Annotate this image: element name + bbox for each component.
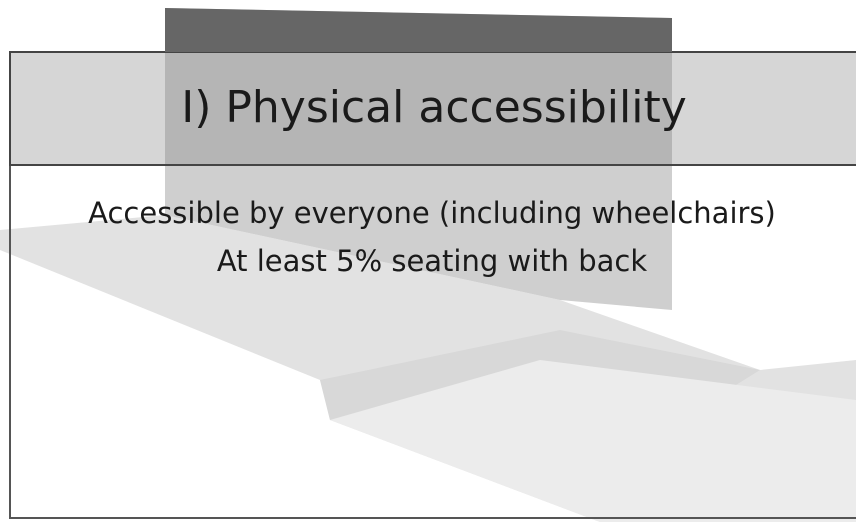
wall-overlay (165, 53, 672, 164)
platform-shape (330, 360, 856, 522)
body-line: At least 5% seating with back (217, 244, 648, 278)
wall-top (165, 8, 672, 52)
body-line: Accessible by everyone (including wheelc… (88, 196, 776, 230)
header-title: I) Physical accessibility (181, 82, 686, 133)
